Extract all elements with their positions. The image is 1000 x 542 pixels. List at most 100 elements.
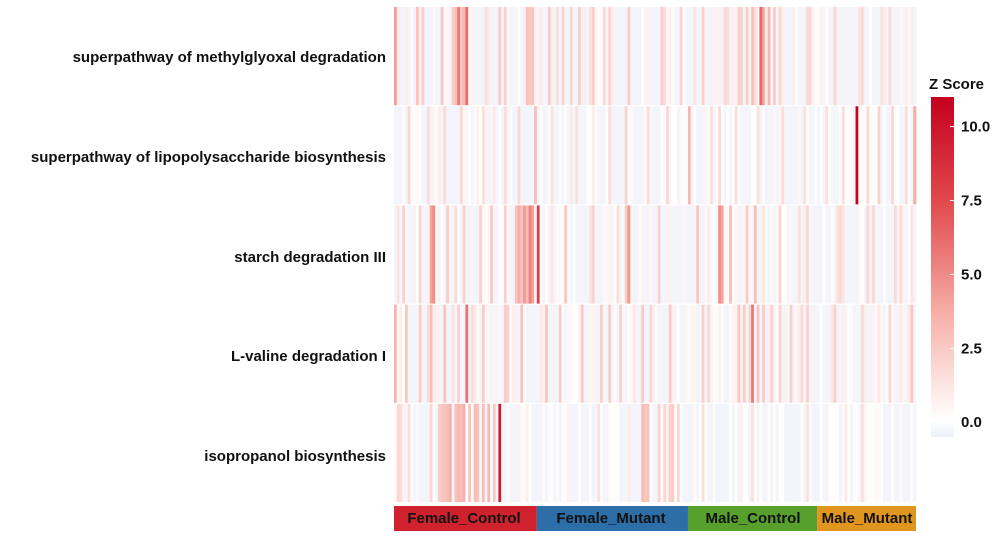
heatmap-cell — [800, 304, 804, 403]
heatmap-cell — [495, 304, 499, 403]
heatmap-cell — [435, 7, 439, 106]
heatmap-cell — [407, 7, 411, 106]
heatmap-cell — [652, 7, 656, 106]
heatmap-cell — [468, 205, 472, 304]
heatmap-cell — [583, 7, 587, 106]
heatmap-cell — [872, 106, 876, 205]
heatmap-cell — [506, 7, 510, 106]
row-labels: superpathway of methylglyoxal degradatio… — [31, 49, 386, 465]
heatmap-cell — [731, 7, 736, 106]
heatmap-cell — [742, 205, 747, 304]
heatmap-cell — [674, 106, 678, 205]
heatmap-cell — [459, 304, 464, 403]
heatmap-cell — [833, 7, 837, 106]
heatmap-cell — [891, 106, 895, 205]
heatmap-cell — [641, 7, 645, 106]
heatmap-cell — [589, 205, 593, 304]
heatmap-cell — [556, 7, 560, 106]
heatmap-cell — [633, 7, 637, 106]
heatmap-cell — [822, 106, 826, 205]
heatmap-cell — [775, 304, 779, 403]
heatmap-cell — [627, 403, 631, 502]
heatmap-cell — [600, 106, 604, 205]
heatmap-cell — [759, 403, 763, 502]
heatmap-cell — [644, 403, 648, 502]
heatmap-cell — [696, 403, 700, 502]
heatmap-cell — [638, 205, 642, 304]
heatmap-cell — [902, 304, 906, 403]
heatmap-cell — [899, 106, 903, 205]
heatmap-cell — [863, 205, 867, 304]
heatmap-cell — [830, 106, 834, 205]
heatmap-cell — [839, 106, 843, 205]
heatmap-cell — [767, 106, 771, 205]
heatmap-cell — [616, 304, 620, 403]
heatmap-cell — [899, 205, 903, 304]
heatmap-cell — [751, 106, 755, 205]
heatmap-cell — [567, 205, 571, 304]
heatmap-cell — [704, 205, 708, 304]
heatmap-cell — [569, 7, 573, 106]
heatmap-cell — [476, 7, 480, 106]
heatmap-cell — [432, 304, 436, 403]
heatmap-cell — [600, 7, 604, 106]
heatmap-cell — [655, 304, 659, 403]
heatmap-cell — [825, 304, 829, 403]
heatmap-cell — [685, 403, 689, 502]
heatmap-cell — [858, 304, 862, 403]
heatmap-cell — [910, 205, 914, 304]
heatmap-cell — [869, 7, 873, 106]
heatmap-cell — [729, 7, 733, 106]
heatmap-cell — [503, 205, 507, 304]
heatmap-cell — [492, 205, 497, 304]
heatmap-cell — [652, 403, 656, 502]
heatmap-cell — [481, 304, 486, 403]
heatmap-cell — [885, 304, 889, 403]
heatmap-cell — [622, 304, 626, 403]
heatmap-cell — [737, 106, 741, 205]
heatmap-cell — [883, 205, 887, 304]
heatmap-cell — [789, 304, 793, 403]
heatmap-cell — [679, 205, 683, 304]
heatmap-cell — [814, 403, 818, 502]
heatmap-cell — [503, 304, 507, 403]
heatmap-cell — [446, 403, 450, 502]
heatmap-cell — [520, 205, 524, 304]
group-label-male-mutant: Male_Mutant — [822, 510, 913, 527]
heatmap-cell — [668, 106, 672, 205]
heatmap-cell — [836, 7, 840, 106]
heatmap-cell — [753, 403, 758, 502]
heatmap-cell — [817, 205, 821, 304]
heatmap-cell — [726, 205, 730, 304]
heatmap-cell — [748, 304, 752, 403]
heatmap-cell — [426, 403, 431, 502]
heatmap-cell — [523, 304, 527, 403]
heatmap-cell — [644, 304, 648, 403]
heatmap-cell — [476, 304, 480, 403]
heatmap-cell — [784, 205, 788, 304]
heatmap-cell — [635, 106, 639, 205]
heatmap-cell — [734, 106, 738, 205]
heatmap-cell — [646, 403, 650, 502]
heatmap-cell — [888, 106, 892, 205]
heatmap-cell — [418, 304, 422, 403]
heatmap-cell — [536, 106, 540, 205]
heatmap-cell — [572, 7, 576, 106]
heatmap-cell — [534, 7, 538, 106]
heatmap-cell — [866, 403, 870, 502]
heatmap-cell — [495, 403, 499, 502]
heatmap-cell — [575, 304, 579, 403]
heatmap-cell — [457, 205, 461, 304]
heatmap-cell — [567, 7, 571, 106]
heatmap-cell — [797, 106, 801, 205]
heatmap-cell — [885, 205, 889, 304]
heatmap-cell — [740, 7, 744, 106]
heatmap-cell — [487, 304, 491, 403]
heatmap-cell — [786, 304, 790, 403]
heatmap-cell — [622, 403, 626, 502]
heatmap-cell — [841, 205, 845, 304]
heatmap-cell — [701, 304, 705, 403]
heatmap-cell — [883, 7, 887, 106]
heatmap-cell — [553, 106, 557, 205]
heatmap-cell — [720, 205, 725, 304]
